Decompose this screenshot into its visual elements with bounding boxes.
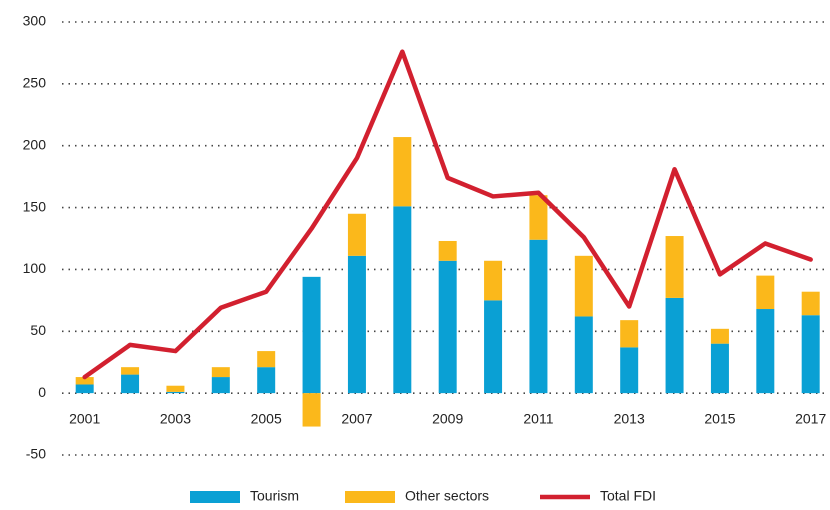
- bar: [665, 236, 684, 298]
- legend-label: Other sectors: [405, 488, 489, 504]
- bar: [347, 255, 366, 394]
- y-tick-label: 250: [23, 75, 47, 91]
- legend-label: Tourism: [250, 488, 299, 504]
- bar: [710, 328, 729, 344]
- bar: [620, 347, 639, 394]
- bar: [484, 260, 503, 301]
- legend-swatch: [345, 491, 395, 503]
- y-tick-label: 100: [23, 260, 47, 276]
- bar: [756, 275, 775, 310]
- x-tick-label: 2009: [432, 411, 463, 427]
- y-tick-label: -50: [26, 446, 46, 462]
- y-tick-label: 300: [23, 13, 47, 29]
- x-tick-label: 2003: [160, 411, 191, 427]
- bar: [665, 297, 684, 394]
- y-tick-label: 200: [23, 136, 47, 152]
- bar: [302, 393, 321, 427]
- x-tick-label: 2017: [795, 411, 826, 427]
- legend-label: Total FDI: [600, 488, 656, 504]
- bar: [211, 377, 230, 394]
- bar: [75, 384, 94, 394]
- bar: [166, 391, 185, 394]
- bar: [574, 316, 593, 394]
- y-tick-label: 50: [30, 322, 46, 338]
- bar: [121, 374, 140, 394]
- bar: [211, 367, 230, 378]
- bar: [620, 320, 639, 348]
- bar: [75, 377, 94, 385]
- bar: [529, 239, 548, 394]
- bar: [574, 255, 593, 317]
- x-tick-label: 2015: [704, 411, 735, 427]
- x-tick-label: 2001: [69, 411, 100, 427]
- bar: [756, 309, 775, 394]
- x-tick-label: 2007: [341, 411, 372, 427]
- bar: [166, 385, 185, 392]
- bar: [438, 240, 457, 261]
- bar: [801, 291, 820, 316]
- bar: [257, 367, 276, 394]
- x-tick-label: 2005: [251, 411, 282, 427]
- legend-swatch: [190, 491, 240, 503]
- bar: [529, 195, 548, 240]
- bar: [801, 315, 820, 394]
- y-tick-label: 150: [23, 198, 47, 214]
- x-tick-label: 2011: [523, 411, 553, 427]
- bar: [121, 367, 140, 375]
- bar: [347, 213, 366, 256]
- bar: [302, 276, 321, 394]
- bar: [393, 206, 412, 394]
- y-tick-label: 0: [38, 384, 46, 400]
- bar: [393, 137, 412, 207]
- bar: [257, 351, 276, 368]
- bar: [438, 260, 457, 394]
- bar: [484, 300, 503, 394]
- line: [82, 49, 813, 380]
- x-tick-label: 2013: [614, 411, 645, 427]
- bar: [710, 343, 729, 394]
